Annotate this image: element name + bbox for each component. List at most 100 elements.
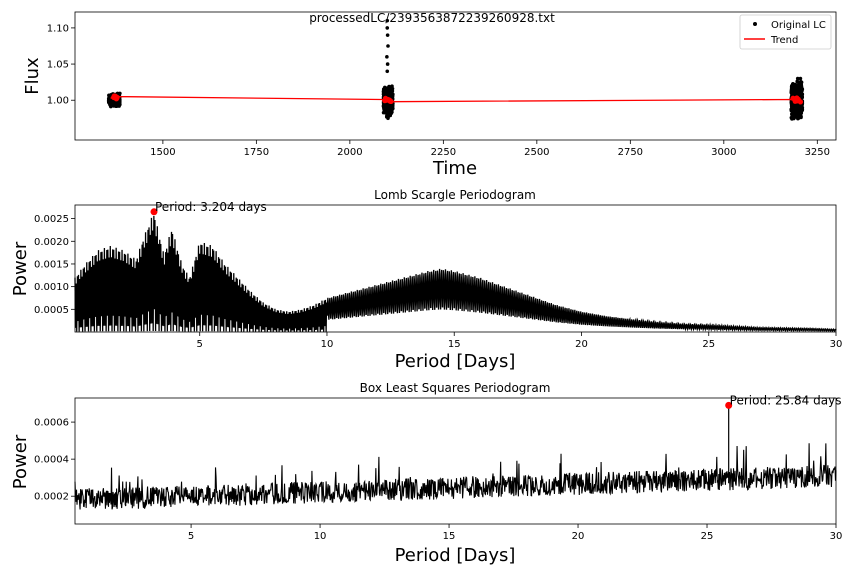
original-lc-point xyxy=(381,110,386,115)
bls-xtick-label: 5 xyxy=(188,531,194,542)
original-lc-point xyxy=(385,69,390,74)
bls-axes-frame xyxy=(74,397,837,525)
original-lc-point xyxy=(385,55,389,59)
legend-label-original-lc: Original LC xyxy=(771,20,826,31)
lomb-scargle-ytick-label: 0.0015 xyxy=(34,259,69,270)
original-lc-point xyxy=(118,91,122,96)
light-curve-ytick-label: 1.00 xyxy=(47,96,69,107)
original-lc-point xyxy=(386,44,390,48)
lomb-scargle-xtick-label: 30 xyxy=(830,339,843,350)
light-curve-title: processedLC/2393563872239260928.txt xyxy=(309,11,555,25)
lomb-scargle-peak-marker xyxy=(150,208,158,216)
bls-power-line xyxy=(74,443,837,510)
original-lc-point xyxy=(797,83,801,87)
original-lc-point xyxy=(795,76,800,81)
lomb-scargle-ticks: 5 10 15 20 25 30 0.0005 0.0010 0.0015 0.0020 0.002… xyxy=(34,214,842,350)
trend-point xyxy=(387,98,393,104)
bls-title: Box Least Squares Periodogram xyxy=(360,381,551,395)
light-curve-xtick-label: 2250 xyxy=(431,147,456,158)
bls-xlabel: Period [Days] xyxy=(395,545,516,566)
original-lc-point xyxy=(390,86,395,91)
light-curve-axes-frame xyxy=(74,11,837,141)
original-lc-point xyxy=(381,104,386,109)
original-lc-point xyxy=(384,106,389,110)
light-curve-ylabel: Flux xyxy=(22,57,43,95)
trend-point xyxy=(793,95,799,102)
bls-panel: 5 10 15 20 25 30 0.0002 0.0004 0.0006 Box Least … xyxy=(10,381,842,566)
original-lc-point xyxy=(789,115,794,120)
bls-xtick-label: 25 xyxy=(701,531,714,542)
original-lc-point xyxy=(385,33,390,37)
legend-box xyxy=(739,14,832,50)
bls-ytick-label: 0.0006 xyxy=(34,418,69,429)
bls-xtick-label: 15 xyxy=(443,531,456,542)
lomb-scargle-xlabel: Period [Days] xyxy=(395,351,516,372)
bls-ytick-label: 0.0004 xyxy=(34,455,69,466)
lomb-scargle-axes-frame xyxy=(74,204,837,333)
original-lc-point xyxy=(793,113,798,118)
light-curve-panel: 1500 1750 2000 2250 2500 2750 3000 3250 1.00 1.05… xyxy=(22,11,837,179)
original-lc-point xyxy=(798,76,803,81)
lomb-scargle-title: Lomb Scargle Periodogram xyxy=(374,188,536,202)
original-lc-point xyxy=(797,116,801,120)
light-curve-xlabel: Time xyxy=(432,158,477,179)
original-lc-point xyxy=(110,99,115,104)
lomb-scargle-peak-label: Period: 3.204 days xyxy=(155,200,267,214)
light-curve-xtick-label: 2000 xyxy=(337,147,362,158)
bls-ylabel: Power xyxy=(10,434,31,489)
bls-xtick-label: 20 xyxy=(572,531,585,542)
lomb-scargle-xtick-label: 5 xyxy=(197,339,203,350)
light-curve-ytick-label: 1.05 xyxy=(47,60,69,71)
lomb-scargle-ytick-label: 0.0025 xyxy=(34,214,69,225)
legend-label-trend: Trend xyxy=(770,35,798,46)
lomb-scargle-xtick-label: 20 xyxy=(575,339,588,350)
original-lc-point xyxy=(789,100,794,104)
trend-point xyxy=(111,94,118,100)
original-lc-point xyxy=(382,87,387,92)
light-curve-xtick-label: 3000 xyxy=(711,147,736,158)
legend-marker-original-lc xyxy=(753,22,757,26)
light-curve-legend: Original LC Trend xyxy=(739,14,832,50)
bls-peak-marker xyxy=(725,401,733,409)
original-lc-point xyxy=(797,111,801,116)
trend-line xyxy=(110,95,803,103)
original-lc-point xyxy=(390,110,394,114)
light-curve-xtick-label: 3250 xyxy=(805,147,830,158)
lomb-scargle-ytick-label: 0.0005 xyxy=(34,305,69,316)
bls-ytick-label: 0.0002 xyxy=(34,492,69,503)
original-lc-point xyxy=(385,26,390,30)
trend-point xyxy=(797,99,804,105)
light-curve-ticks: 1500 1750 2000 2250 2500 2750 3000 3250 1.00 1.05… xyxy=(47,23,830,158)
original-lc-point xyxy=(794,87,798,92)
original-lc-point xyxy=(385,86,390,90)
lomb-scargle-ytick-label: 0.0020 xyxy=(34,237,69,248)
lomb-scargle-power-line xyxy=(74,215,837,333)
original-lc-point xyxy=(790,113,794,117)
light-curve-data-layer xyxy=(106,18,805,121)
bls-ticks: 5 10 15 20 25 30 0.0002 0.0004 0.0006 xyxy=(34,418,842,542)
lomb-scargle-panel: 5 10 15 20 25 30 0.0005 0.0010 0.0015 0.0020 0.002… xyxy=(10,188,842,372)
light-curve-xtick-label: 1750 xyxy=(244,147,269,158)
bls-peak-label: Period: 25.84 days xyxy=(730,393,842,407)
lomb-scargle-data-layer xyxy=(74,215,837,333)
lomb-scargle-xtick-label: 15 xyxy=(448,339,461,350)
original-lc-point xyxy=(795,79,799,84)
original-lc-point xyxy=(800,107,805,112)
light-curve-xtick-label: 1500 xyxy=(150,147,175,158)
original-lc-point xyxy=(384,109,389,114)
original-lc-point xyxy=(799,79,803,84)
light-curve-xtick-label: 2750 xyxy=(618,147,643,158)
lomb-scargle-ylabel: Power xyxy=(10,241,31,296)
original-lc-point xyxy=(386,116,390,121)
original-lc-point xyxy=(799,92,804,97)
original-lc-point xyxy=(385,62,390,66)
original-lc-point xyxy=(382,91,387,95)
lomb-scargle-xtick-label: 25 xyxy=(702,339,715,350)
trend-point xyxy=(382,98,388,104)
bls-data-layer xyxy=(74,405,837,510)
original-lc-point xyxy=(385,91,390,96)
bls-xtick-label: 30 xyxy=(830,531,843,542)
lomb-scargle-ytick-label: 0.0010 xyxy=(34,282,69,293)
original-lc-point xyxy=(389,91,393,96)
